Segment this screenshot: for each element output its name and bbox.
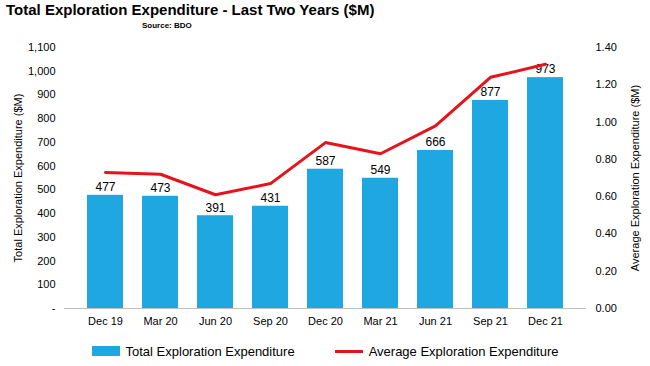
svg-text:549: 549 [370, 163, 390, 177]
svg-text:700: 700 [37, 136, 55, 148]
svg-text:0.20: 0.20 [596, 265, 617, 277]
svg-text:Average Exploration Expenditur: Average Exploration Expenditure ($M) [629, 85, 641, 271]
svg-text:300: 300 [37, 231, 55, 243]
svg-text:-: - [52, 302, 56, 314]
svg-text:0.00: 0.00 [596, 302, 617, 314]
svg-text:200: 200 [37, 255, 55, 267]
svg-text:Total Exploration Expenditure: Total Exploration Expenditure ($M) [12, 94, 24, 263]
svg-text:1,000: 1,000 [28, 65, 56, 77]
svg-text:1.40: 1.40 [596, 41, 617, 53]
svg-text:1.20: 1.20 [596, 78, 617, 90]
svg-text:431: 431 [260, 191, 280, 205]
svg-text:973: 973 [535, 62, 556, 77]
svg-text:100: 100 [37, 278, 55, 290]
svg-text:1,100: 1,100 [28, 41, 56, 53]
svg-text:0.40: 0.40 [596, 227, 617, 239]
svg-text:587: 587 [315, 154, 335, 168]
svg-text:391: 391 [205, 201, 225, 215]
svg-text:Mar 20: Mar 20 [143, 315, 177, 327]
svg-text:500: 500 [37, 183, 55, 195]
svg-text:Jun 20: Jun 20 [199, 315, 232, 327]
svg-text:Jun 21: Jun 21 [419, 315, 452, 327]
svg-text:0.60: 0.60 [596, 190, 617, 202]
svg-text:1.00: 1.00 [596, 116, 617, 128]
svg-text:477: 477 [95, 180, 115, 194]
svg-text:Sep 21: Sep 21 [473, 315, 508, 327]
svg-text:Mar 21: Mar 21 [363, 315, 397, 327]
svg-text:600: 600 [37, 160, 55, 172]
svg-text:Dec 21: Dec 21 [528, 315, 563, 327]
html-text:Total Exploration Expenditure: Total Exploration Expenditure [125, 343, 295, 359]
svg-text:Sep 20: Sep 20 [253, 315, 288, 327]
svg-text:877: 877 [480, 85, 500, 99]
svg-text:473: 473 [150, 181, 170, 195]
html-text:Total Exploration Expenditure: Total Exploration Expenditure - Last Two… [6, 1, 375, 18]
svg-text:Dec 19: Dec 19 [88, 315, 123, 327]
html-text:Source: BDO: Source: BDO [142, 21, 192, 30]
html-text:Average Exploration Expenditur: Average Exploration Expenditure [368, 343, 559, 359]
svg-text:0.80: 0.80 [596, 153, 617, 165]
svg-text:Dec 20: Dec 20 [308, 315, 343, 327]
svg-text:800: 800 [37, 112, 55, 124]
svg-text:666: 666 [425, 135, 445, 149]
svg-text:900: 900 [37, 88, 55, 100]
svg-text:400: 400 [37, 207, 55, 219]
